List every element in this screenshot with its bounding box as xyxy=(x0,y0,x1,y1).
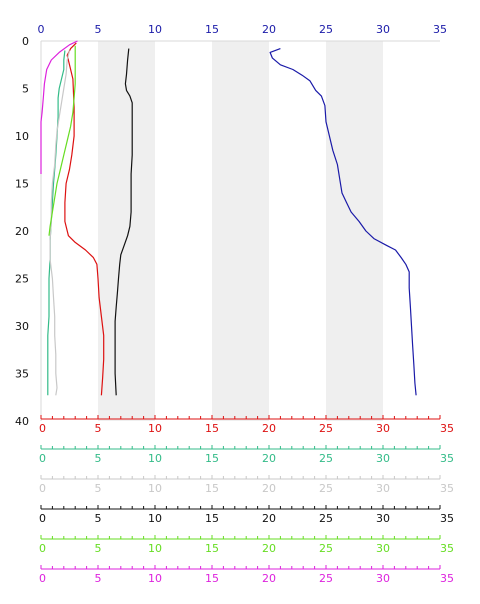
axis-red-tick-label-3: 15 xyxy=(205,422,219,435)
axis-black-tick-label-4: 20 xyxy=(262,512,276,525)
axis-teal-tick-label-6: 30 xyxy=(376,452,390,465)
axis-lightgray-tick-label-3: 15 xyxy=(205,482,219,495)
axis-top_blue-tick-label-5: 25 xyxy=(319,23,333,36)
axis-top_blue-tick-label-7: 35 xyxy=(433,23,447,36)
axis-teal-tick-label-5: 25 xyxy=(319,452,333,465)
axis-magenta-tick-label-4: 20 xyxy=(262,572,276,585)
axis-lightgreen-tick-label-5: 25 xyxy=(319,542,333,555)
background-band-0 xyxy=(98,41,155,421)
axis-lightgreen-tick-label-6: 30 xyxy=(376,542,390,555)
axis-magenta-tick-label-5: 25 xyxy=(319,572,333,585)
axis-magenta-tick-label-0: 0 xyxy=(39,572,46,585)
axis-top_blue-tick-label-0: 0 xyxy=(38,23,45,36)
axis-lightgray-tick-label-2: 10 xyxy=(148,482,162,495)
depth-tick-label-2: 10 xyxy=(15,130,29,143)
axis-lightgreen-tick-label-4: 20 xyxy=(262,542,276,555)
axis-lightgreen-tick-label-3: 15 xyxy=(205,542,219,555)
axis-lightgreen-tick-label-7: 35 xyxy=(440,542,454,555)
series-line-teal xyxy=(47,50,66,396)
axis-black-tick-label-5: 25 xyxy=(319,512,333,525)
axis-lightgray-tick-label-7: 35 xyxy=(440,482,454,495)
axis-lightgray-tick-label-6: 30 xyxy=(376,482,390,495)
axis-teal-tick-label-0: 0 xyxy=(39,452,46,465)
axis-lightgreen-tick-label-0: 0 xyxy=(39,542,46,555)
axis-lightgray-tick-label-5: 25 xyxy=(319,482,333,495)
axis-lightgray-tick-label-1: 5 xyxy=(95,482,102,495)
series-line-red xyxy=(64,42,105,396)
axis-top_blue-tick-label-2: 10 xyxy=(148,23,162,36)
axis-magenta-tick-label-2: 10 xyxy=(148,572,162,585)
series-line-lightgreen xyxy=(48,45,76,236)
axis-top_blue-tick-label-3: 15 xyxy=(205,23,219,36)
axis-lightgray-tick-label-0: 0 xyxy=(39,482,46,495)
axis-teal-tick-label-7: 35 xyxy=(440,452,454,465)
axis-lightgreen-tick-label-2: 10 xyxy=(148,542,162,555)
axis-magenta-tick-label-3: 15 xyxy=(205,572,219,585)
axis-teal-tick-label-3: 15 xyxy=(205,452,219,465)
background-band-2 xyxy=(326,41,383,421)
axis-magenta-tick-label-1: 5 xyxy=(95,572,102,585)
series-line-magenta xyxy=(40,40,78,174)
series-line-lightgray xyxy=(49,50,71,396)
axis-red-tick-label-7: 35 xyxy=(440,422,454,435)
axis-red-tick-label-5: 25 xyxy=(319,422,333,435)
depth-tick-label-1: 5 xyxy=(22,83,29,96)
axis-lightgray-tick-label-4: 20 xyxy=(262,482,276,495)
series-line-top_blue xyxy=(269,48,417,396)
axis-black-tick-label-3: 15 xyxy=(205,512,219,525)
series-line-black xyxy=(114,48,133,396)
depth-tick-label-5: 25 xyxy=(15,273,29,286)
axis-lightgreen-tick-label-1: 5 xyxy=(95,542,102,555)
axis-red-tick-label-6: 30 xyxy=(376,422,390,435)
axis-red-tick-label-4: 20 xyxy=(262,422,276,435)
axis-red-tick-label-0: 0 xyxy=(39,422,46,435)
axis-black-tick-label-1: 5 xyxy=(95,512,102,525)
axis-teal-tick-label-1: 5 xyxy=(95,452,102,465)
axis-top_blue-tick-label-4: 20 xyxy=(262,23,276,36)
axis-magenta-tick-label-7: 35 xyxy=(440,572,454,585)
depth-tick-label-3: 15 xyxy=(15,178,29,191)
axis-red-tick-label-2: 10 xyxy=(148,422,162,435)
axis-black-tick-label-7: 35 xyxy=(440,512,454,525)
axis-black-tick-label-6: 30 xyxy=(376,512,390,525)
depth-tick-label-6: 30 xyxy=(15,320,29,333)
depth-tick-label-0: 0 xyxy=(22,35,29,48)
background-band-1 xyxy=(212,41,269,421)
depth-tick-label-7: 35 xyxy=(15,368,29,381)
axis-magenta-tick-label-6: 30 xyxy=(376,572,390,585)
axis-black-tick-label-2: 10 xyxy=(148,512,162,525)
depth-tick-label-8: 40 xyxy=(15,415,29,428)
axis-top_blue-tick-label-6: 30 xyxy=(376,23,390,36)
axis-black-tick-label-0: 0 xyxy=(39,512,46,525)
axis-teal-tick-label-2: 10 xyxy=(148,452,162,465)
axis-top_blue-tick-label-1: 5 xyxy=(95,23,102,36)
depth-tick-label-4: 20 xyxy=(15,225,29,238)
axis-teal-tick-label-4: 20 xyxy=(262,452,276,465)
axis-red-tick-label-1: 5 xyxy=(95,422,102,435)
